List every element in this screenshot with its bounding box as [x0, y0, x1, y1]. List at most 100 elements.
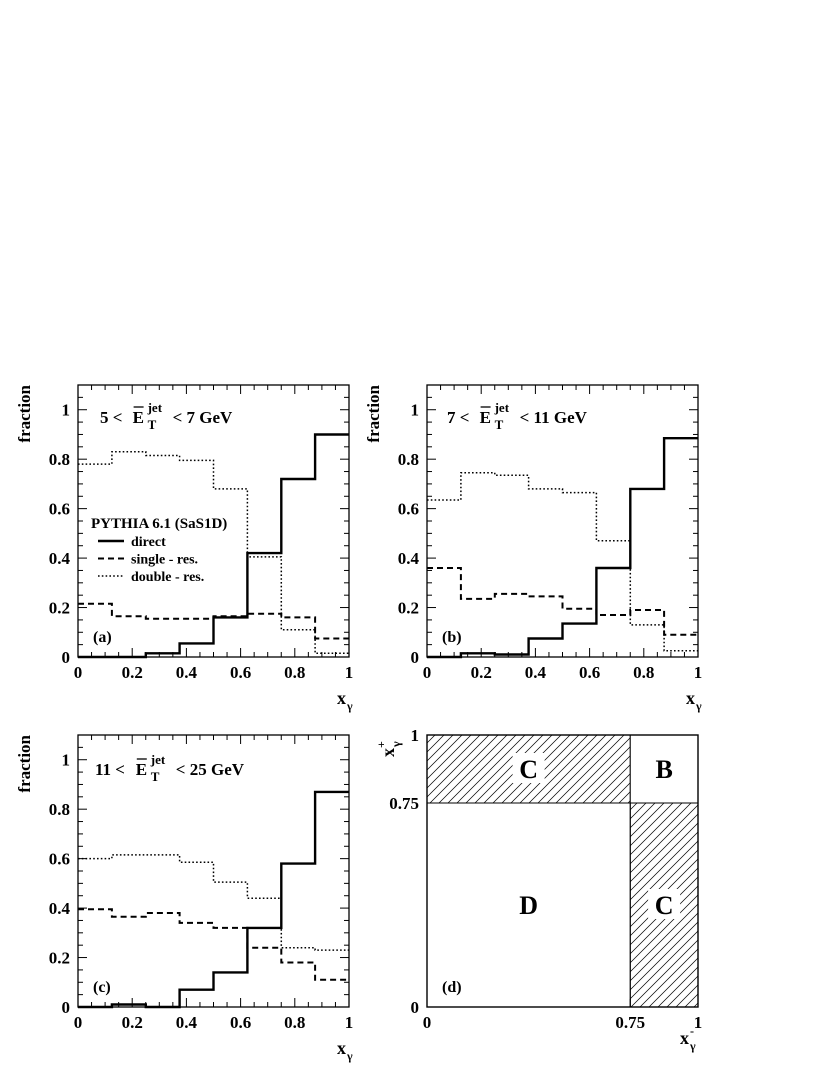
- title-subscript: T: [148, 417, 157, 432]
- x-tick-label: 1: [694, 1013, 703, 1032]
- title-et-symbol: E: [480, 408, 491, 427]
- panel-b: 0 0.2 0.4 0.6 0.8 1 0 0.2 0.4 0.6 0.8 1 fraction x γ 7 …: [364, 384, 702, 713]
- y-tick-label: 0: [62, 998, 71, 1017]
- y-tick-label: 0.2: [49, 599, 70, 618]
- x-tick-label: 0.6: [579, 663, 600, 682]
- region-label-bg: [512, 753, 545, 783]
- region-label-D: D: [519, 891, 538, 920]
- y-tick-label: 0.2: [398, 599, 419, 618]
- title-et-symbol: E: [133, 408, 144, 427]
- x-tick-label: 0.4: [525, 663, 547, 682]
- y-tick-label: 0.8: [49, 450, 70, 469]
- x-tick-label: 1: [345, 1013, 354, 1032]
- region-label-bg: [648, 889, 681, 919]
- x-axis-label-sup: -: [690, 1024, 694, 1038]
- series-solid-histogram: [427, 437, 698, 659]
- region-label-C: C: [519, 755, 538, 784]
- x-tick-label: 0: [423, 663, 432, 682]
- x-tick-label: 0.6: [230, 663, 251, 682]
- y-tick-label: 1: [411, 401, 420, 420]
- y-tick-label: 0: [62, 648, 71, 667]
- y-tick-label: 0.4: [398, 549, 420, 568]
- region-label-C: C: [655, 891, 674, 920]
- y-axis-label-main: x: [378, 748, 398, 757]
- series-dashed-histogram: [78, 908, 349, 981]
- title-range-high: < 11 GeV: [520, 408, 588, 427]
- y-axis-label-sup: +: [374, 741, 388, 748]
- y-tick-label: 1: [62, 401, 71, 420]
- x-axis-label-sub: γ: [346, 699, 353, 713]
- title-range-high: < 7 GeV: [173, 408, 233, 427]
- x-tick-label: 0.75: [615, 1013, 645, 1032]
- legend-entry: direct: [131, 535, 166, 550]
- y-tick-label: 0.4: [49, 899, 71, 918]
- x-tick-label: 0.2: [471, 663, 492, 682]
- x-axis-label-sub: γ: [346, 1049, 353, 1063]
- panel-a: 0 0.2 0.4 0.6 0.8 1 0 0.2 0.4 0.6 0.8 1 fraction x γ 5 …: [15, 384, 353, 713]
- y-tick-label: 0.6: [398, 500, 419, 519]
- y-tick-label: 0: [411, 648, 420, 667]
- plot-frame: [426, 734, 699, 1008]
- y-tick-label: 1: [62, 751, 71, 770]
- panel-tag: (c): [93, 979, 111, 996]
- x-tick-label: 0.8: [284, 663, 305, 682]
- title-range-high: < 25 GeV: [176, 760, 245, 779]
- series-dashed-histogram: [78, 602, 349, 640]
- x-axis-label-sub: γ: [689, 1039, 696, 1053]
- series-dotted-histogram: [78, 451, 349, 655]
- x-tick-label: 0.8: [284, 1013, 305, 1032]
- y-tick-label: 1: [411, 726, 420, 745]
- panel-tag: (a): [93, 629, 112, 646]
- y-tick-label: 0.6: [49, 500, 70, 519]
- x-tick-label: 0: [74, 1013, 83, 1032]
- legend-entry: single - res.: [131, 553, 198, 568]
- x-tick-label: 0.4: [176, 663, 198, 682]
- panel-c: 0 0.2 0.4 0.6 0.8 1 0 0.2 0.4 0.6 0.8 1 fraction x γ 11…: [15, 734, 353, 1063]
- title-superscript: jet: [494, 400, 510, 415]
- y-tick-label: 0.75: [389, 794, 419, 813]
- x-tick-label: 0.6: [230, 1013, 251, 1032]
- y-tick-label: 0.6: [49, 850, 70, 869]
- x-axis-label: x: [686, 688, 695, 708]
- x-tick-label: 0: [74, 663, 83, 682]
- y-tick-label: 0: [411, 998, 420, 1017]
- y-axis-label: x+ γ: [374, 741, 403, 757]
- legend-title: PYTHIA 6.1 (SaS1D): [91, 516, 227, 532]
- region-label-B: B: [655, 755, 672, 784]
- series-solid-histogram: [78, 790, 349, 1009]
- y-axis-label: fraction: [15, 384, 34, 442]
- x-tick-label: 0.2: [122, 1013, 143, 1032]
- panel-tag: (b): [442, 629, 462, 646]
- panel-tag: (d): [442, 979, 462, 996]
- y-axis-label-sub: γ: [389, 741, 403, 748]
- x-axis-label: x: [337, 1038, 346, 1058]
- title-range-low: 11 <: [95, 760, 125, 779]
- title-range-low: 5 <: [100, 408, 122, 427]
- y-tick-label: 0.8: [49, 800, 70, 819]
- title-range-low: 7 <: [447, 408, 469, 427]
- x-tick-label: 0.4: [176, 1013, 198, 1032]
- x-tick-label: 1: [345, 663, 354, 682]
- y-tick-label: 0.8: [398, 450, 419, 469]
- x-tick-label: 0.2: [122, 663, 143, 682]
- legend-entry: double - res.: [131, 570, 204, 585]
- title-superscript: jet: [150, 752, 166, 767]
- x-tick-label: 1: [694, 663, 703, 682]
- title-subscript: T: [495, 417, 504, 432]
- x-axis-label: x: [680, 1028, 689, 1048]
- y-tick-label: 0.2: [49, 949, 70, 968]
- x-tick-label: 0: [423, 1013, 432, 1032]
- x-axis-label-sub: γ: [695, 699, 702, 713]
- series-dotted-histogram: [78, 854, 349, 951]
- series-dashed-histogram: [427, 567, 698, 636]
- y-axis-label: fraction: [364, 384, 383, 442]
- y-tick-label: 0.4: [49, 549, 71, 568]
- title-superscript: jet: [147, 400, 163, 415]
- series-dotted-histogram: [427, 472, 698, 652]
- x-tick-label: 0.8: [633, 663, 654, 682]
